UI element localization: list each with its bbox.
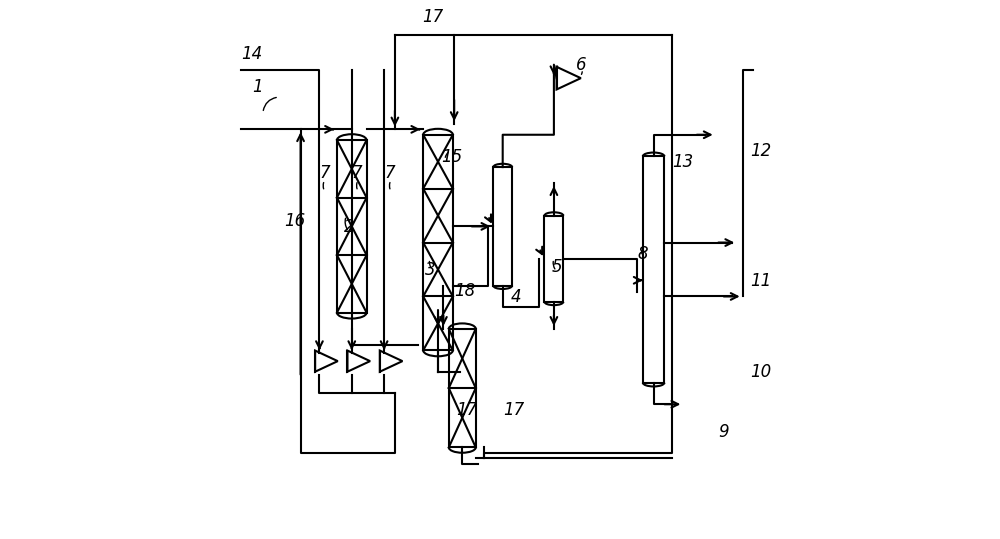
Text: 17: 17 [456, 401, 478, 419]
Bar [493, 167, 512, 286]
Bar [337, 140, 367, 313]
Text: 17: 17 [503, 401, 524, 419]
Text: 11: 11 [751, 272, 772, 289]
Text: 15: 15 [441, 148, 462, 165]
Text: 18: 18 [454, 282, 475, 300]
Text: 3: 3 [425, 261, 435, 279]
Text: 1: 1 [252, 78, 263, 95]
Text: 14: 14 [241, 45, 263, 63]
Bar [544, 216, 563, 302]
Text: 7: 7 [352, 164, 362, 182]
Text: 17: 17 [422, 8, 443, 25]
Bar [643, 156, 664, 383]
Text: 7: 7 [319, 164, 330, 182]
Text: 12: 12 [751, 142, 772, 160]
Text: 4: 4 [511, 288, 521, 306]
Text: 10: 10 [751, 363, 772, 381]
Bar [449, 329, 476, 447]
Text: 8: 8 [637, 245, 648, 262]
Text: 2: 2 [344, 218, 354, 236]
Text: 13: 13 [672, 153, 694, 171]
Text: 7: 7 [384, 164, 395, 182]
Text: 5: 5 [551, 258, 562, 276]
Text: 9: 9 [718, 423, 729, 440]
Text: 6: 6 [575, 56, 586, 74]
Text: 16: 16 [284, 212, 306, 230]
Bar [423, 135, 453, 350]
